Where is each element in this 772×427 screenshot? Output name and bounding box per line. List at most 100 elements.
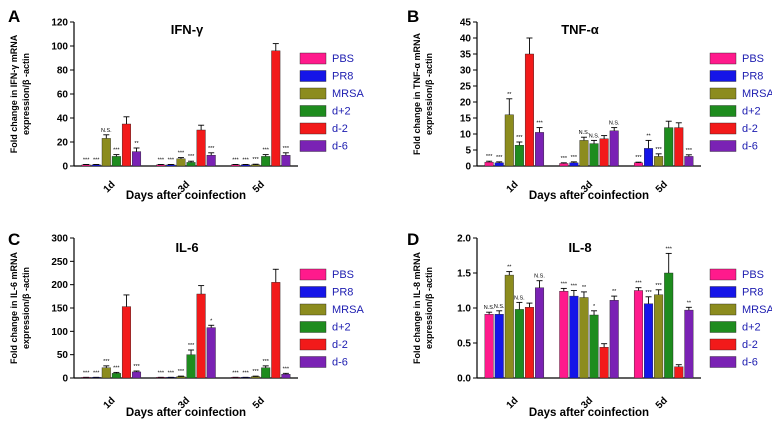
panel-d: D IL-8 0.0 0.5 1.0 1.5 2.0 Fold change in IL-8 … [407,230,772,419]
y-tick-label: 120 [51,18,68,29]
y-tick-label: 30 [460,66,472,77]
significance-label: *** [232,157,239,163]
panel-a: A IFN-γ 0 20 40 60 80 100 120 Fold change in IFN-… [8,7,364,202]
x-axis-label: Days after coinfection [529,190,649,202]
y-tick-label: 5 [465,146,471,157]
legend-label: d+2 [742,106,761,118]
significance-label: *** [168,157,175,163]
bar-pbs-1d [484,161,494,167]
y-tick-label: 150 [51,304,68,315]
bar-pbs-1d [484,314,494,379]
bar-d6-3d [609,300,619,379]
legend-label: d-6 [742,357,758,369]
bar-d6-3d [609,130,619,167]
significance-label: *** [188,154,195,160]
bar-d2-5d [674,127,684,167]
bar-d2-3d [599,138,609,167]
significance-label: *** [113,148,120,154]
significance-label: N.S. [494,304,505,310]
significance-label: ** [612,289,617,295]
bar-mrsa-5d [654,294,664,379]
y-axis-label-line2: expression/β -actin [21,53,31,135]
bar-pr8-5d [644,303,654,379]
significance-label: ** [687,300,692,306]
legend-label: d-2 [332,339,348,351]
x-axis-label: Days after coinfection [529,407,649,419]
chart-title: IL-8 [568,240,591,255]
legend-label: PR8 [742,71,763,83]
bar-d2-1d [524,307,534,379]
y-tick-label: 2.0 [457,234,471,245]
legend-swatch-d2 [299,338,327,351]
significance-label: *** [178,151,185,157]
significance-label: *** [561,156,568,162]
significance-label: *** [83,157,90,163]
bar-d2-3d [599,347,609,379]
significance-label: *** [252,369,259,375]
bar-mrsa-5d [251,164,261,167]
significance-label: * [210,318,213,324]
significance-label: * [593,304,596,310]
significance-label: *** [242,157,249,163]
x-tick-label: 5d [654,179,670,195]
y-tick-label: 0.5 [457,339,471,350]
y-tick-label: 40 [460,34,472,45]
legend-label: PBS [332,53,354,65]
x-tick-label: 1d [505,395,521,411]
y-tick-label: 0.0 [457,374,471,385]
x-axis-label: Days after coinfection [126,190,246,202]
legend-label: d+2 [742,322,761,334]
y-axis-label-line2: expression/β -actin [424,267,434,349]
legend-swatch-d2 [709,122,737,135]
legend-label: d-2 [742,339,758,351]
significance-label: *** [93,370,100,376]
significance-label: *** [536,121,543,127]
bar-d6-1d [535,132,545,167]
bar-d2-5d [271,282,281,379]
bar-d2-3d [186,354,196,379]
bar-pr8-3d [166,164,176,167]
significance-label: ** [507,92,512,98]
legend-swatch-pbs [709,52,737,65]
legend-swatch-d2 [709,338,737,351]
bar-d2-1d [524,53,534,167]
legend-swatch-pr8 [709,70,737,82]
significance-label: *** [571,284,578,290]
y-tick-label: 45 [460,18,472,29]
bar-pr8-3d [569,295,579,379]
bar-pbs-5d [633,162,643,167]
y-tick-label: 25 [460,82,472,93]
y-axis-label-line2: expression/β -actin [424,53,434,135]
legend-swatch-pbs [299,268,327,281]
y-axis-label-line1: Fold change in IFN-γ mRNA [9,34,19,153]
significance-label: *** [232,370,239,376]
significance-label: *** [655,283,662,289]
significance-label: N.S. [534,274,545,280]
bar-d2-1d [514,309,524,379]
chart-title: IL-6 [175,240,198,255]
legend-swatch-d6 [709,140,737,152]
y-tick-label: 100 [51,327,68,338]
legend-swatch-mrsa [709,87,737,100]
bar-pr8-5d [241,164,251,167]
y-tick-label: 0 [62,374,68,385]
significance-label: N.S. [589,133,600,139]
bar-d2-5d [664,127,674,167]
legend-label: PBS [332,269,354,281]
panel-letter: A [8,7,20,26]
legend-label: PR8 [332,71,353,83]
legend-swatch-d2 [709,321,737,333]
bar-pr8-1d [494,162,504,167]
bar-pbs-5d [633,290,643,379]
y-tick-label: 60 [57,90,69,101]
significance-label: *** [496,155,503,161]
significance-label: *** [561,281,568,287]
bar-d2-1d [121,123,131,167]
bar-pr8-3d [569,162,579,167]
bar-d2-3d [589,314,599,379]
significance-label: *** [83,370,90,376]
significance-label: ** [646,133,651,139]
bar-d2-5d [271,50,281,167]
significance-label: *** [178,369,185,375]
significance-label: *** [262,148,269,154]
